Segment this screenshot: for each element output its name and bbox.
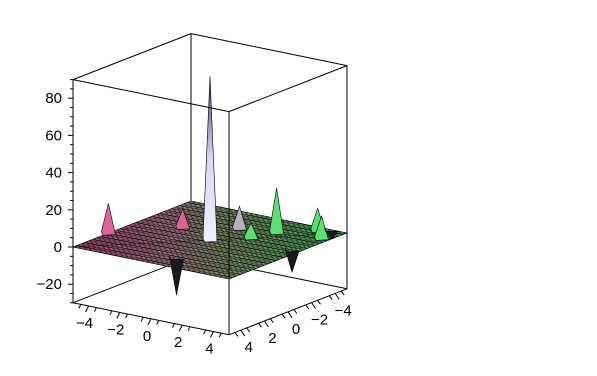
z-tick-label: 80 xyxy=(45,90,62,107)
y-minor-tick xyxy=(305,304,310,310)
x-tick-mark xyxy=(209,331,214,338)
y-tick-label: 0 xyxy=(292,321,300,338)
surface-spike xyxy=(232,205,247,231)
x-tick-label: 2 xyxy=(174,334,182,351)
y-tick-label: 4 xyxy=(245,339,253,356)
y-tick-mark xyxy=(311,302,317,309)
x-tick-label: 4 xyxy=(205,341,213,358)
surface-spike xyxy=(202,76,218,243)
x-minor-tick xyxy=(125,313,129,319)
box-edge xyxy=(228,65,348,113)
y-minor-tick xyxy=(269,318,274,324)
x-tick-label: −2 xyxy=(107,321,124,338)
x-minor-tick xyxy=(171,323,175,328)
y-tick-label: 2 xyxy=(268,330,276,347)
y-minor-tick xyxy=(328,295,333,301)
surface-spike xyxy=(169,256,184,295)
y-minor-tick xyxy=(234,332,239,337)
x-minor-tick xyxy=(156,320,160,325)
surface-spike xyxy=(243,222,259,241)
y-minor-tick xyxy=(340,290,345,296)
x-minor-tick xyxy=(78,304,82,309)
x-tick-label: −4 xyxy=(76,315,93,332)
y-tick-label: −4 xyxy=(335,302,352,319)
x-axis: −4 −2 0 2 4 xyxy=(76,304,222,358)
y-minor-tick xyxy=(293,309,298,314)
z-tick-label: −20 xyxy=(37,276,62,293)
y-tick-mark xyxy=(240,329,246,337)
y-minor-tick xyxy=(281,313,286,319)
x-minor-tick xyxy=(218,332,222,338)
z-tick-label: 0 xyxy=(54,239,62,256)
z-tick-label: 40 xyxy=(45,165,62,182)
x-minor-tick xyxy=(93,307,97,312)
surface-spikes xyxy=(101,76,340,295)
x-tick-mark xyxy=(178,324,183,332)
x-minor-tick xyxy=(109,310,113,316)
z-tick-label: 20 xyxy=(45,202,62,219)
surface-spike xyxy=(324,228,340,240)
x-tick-mark xyxy=(116,312,121,319)
x-tick-mark xyxy=(85,305,90,313)
box-edge xyxy=(72,79,230,113)
z-tick-label: 60 xyxy=(45,127,62,144)
y-minor-tick xyxy=(258,322,262,328)
y-tick-mark xyxy=(263,320,269,328)
surface-spike xyxy=(175,207,191,230)
z-axis: 80 60 40 20 0 −20 xyxy=(37,79,73,304)
y-axis: 420 −2 −4 xyxy=(234,290,352,356)
y-tick-mark xyxy=(334,293,340,300)
x-tick-mark xyxy=(147,318,152,326)
y-tick-mark xyxy=(287,311,293,319)
surface-spike xyxy=(314,215,329,241)
x-minor-tick xyxy=(187,326,191,332)
surface-spike xyxy=(269,187,284,236)
x-tick-label: 0 xyxy=(143,328,151,345)
surface-spike xyxy=(284,248,300,274)
y-tick-label: −2 xyxy=(311,312,328,329)
y-minor-tick xyxy=(317,299,321,305)
x-minor-tick xyxy=(140,316,144,322)
x-minor-tick xyxy=(203,329,207,335)
surface-spike xyxy=(101,203,116,236)
box-edge xyxy=(72,33,192,81)
y-minor-tick xyxy=(246,327,251,333)
box-edge xyxy=(190,33,348,67)
